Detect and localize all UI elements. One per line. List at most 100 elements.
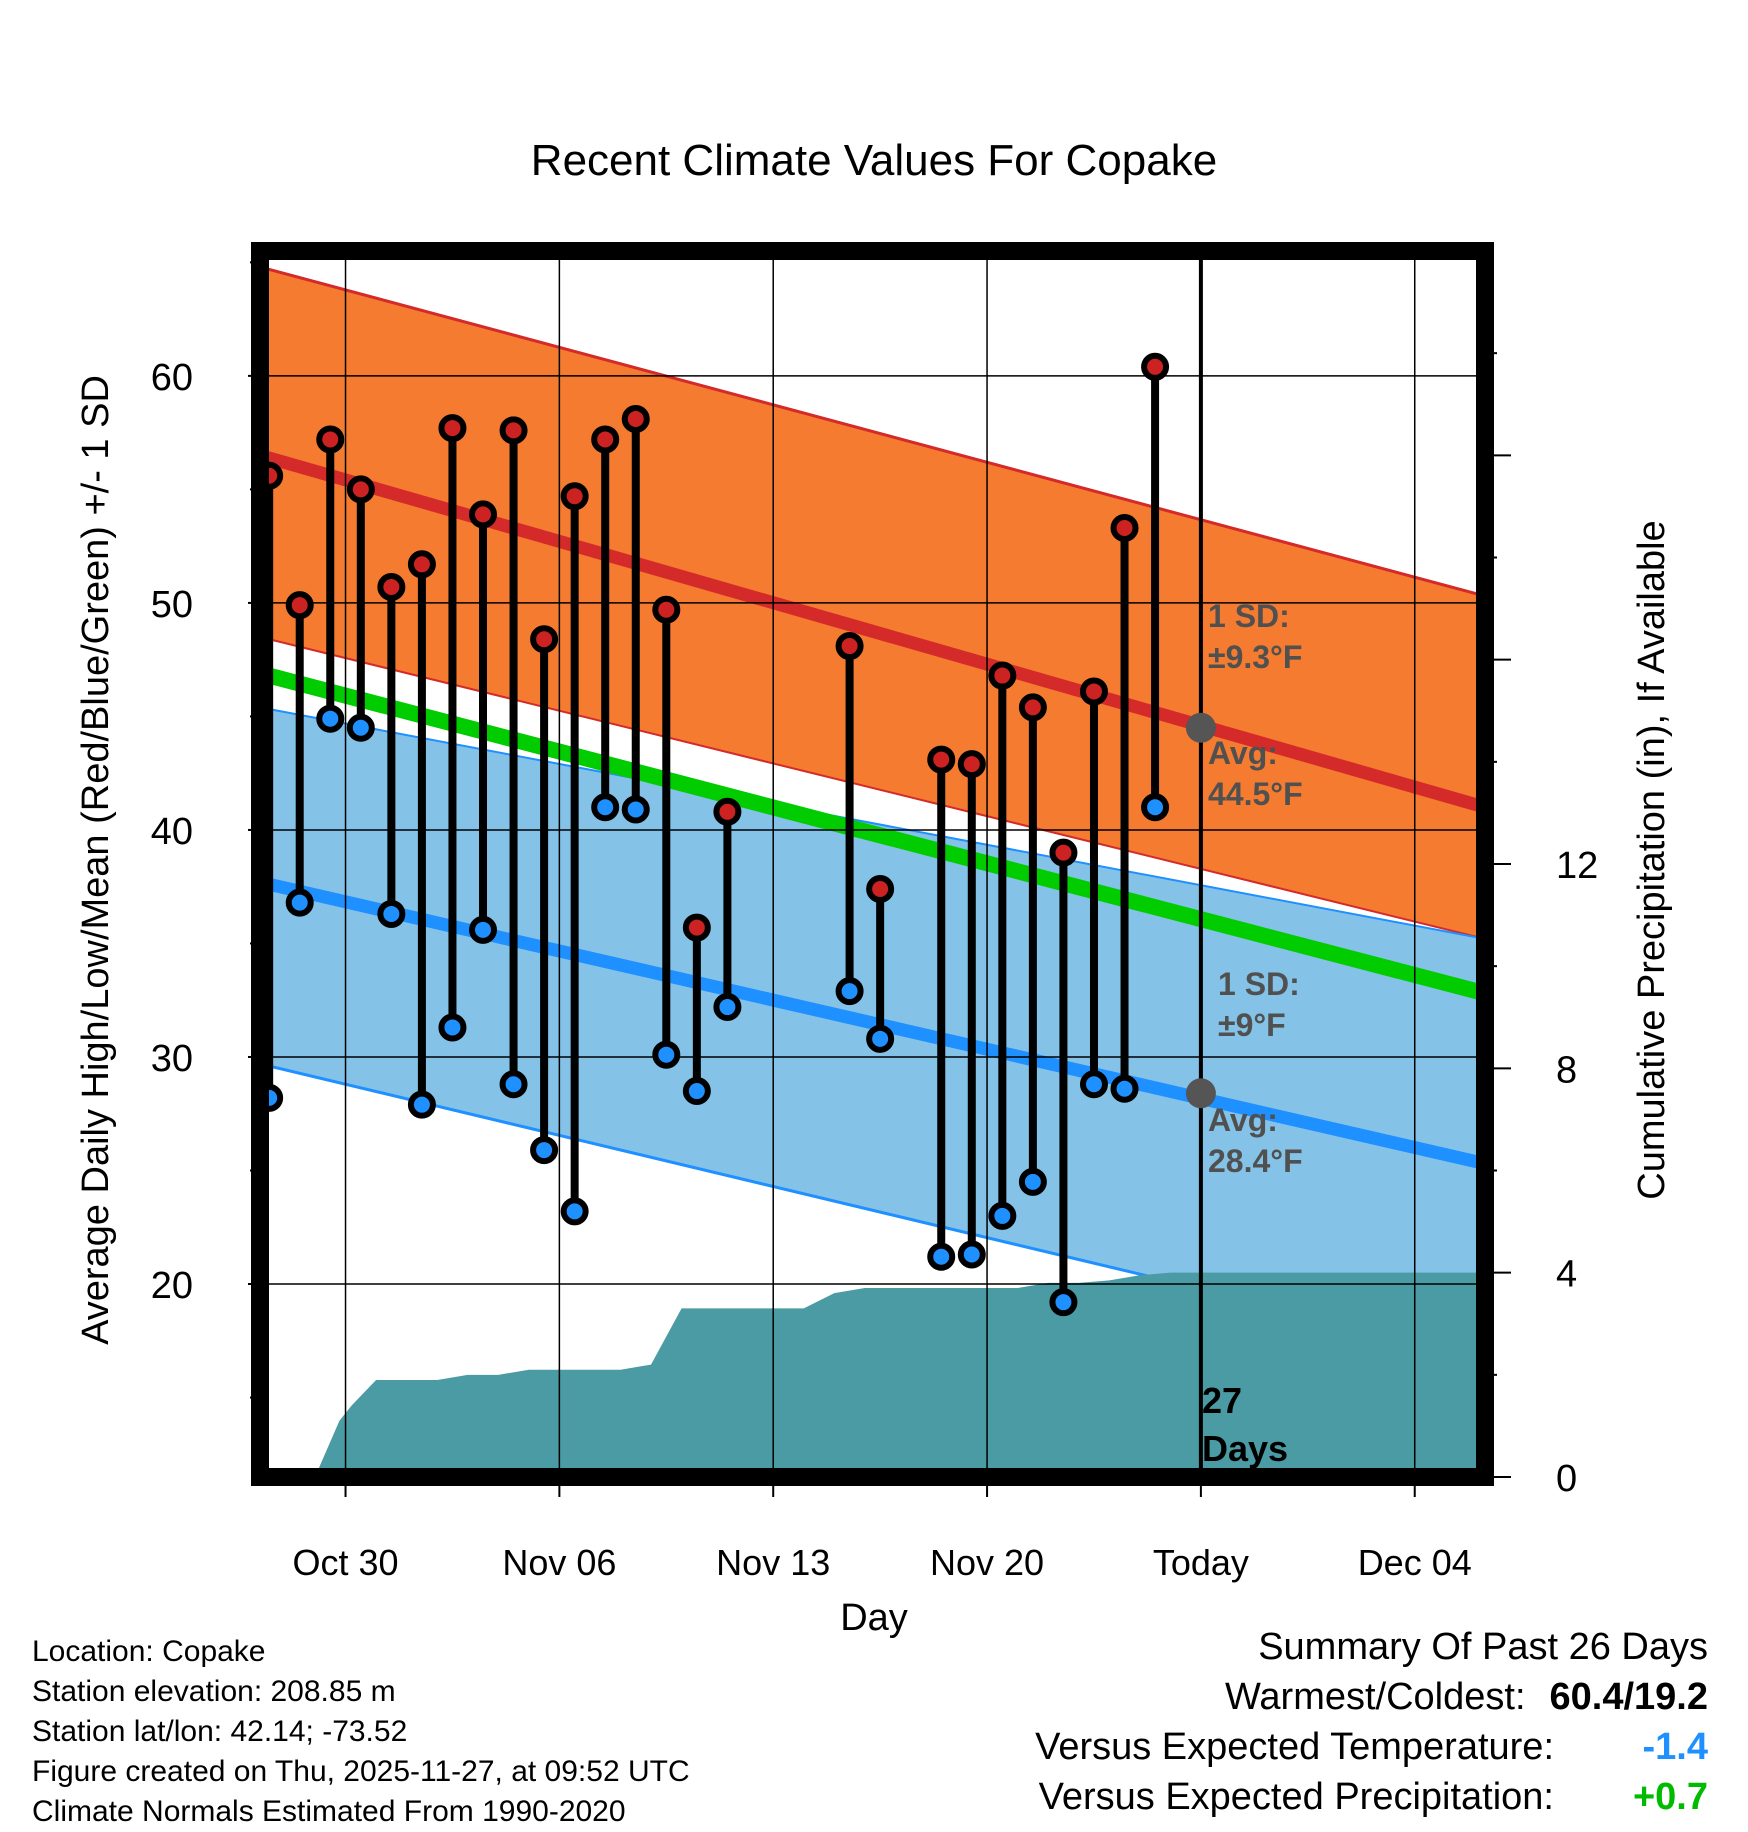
low-avg-value: 28.4°F: [1208, 1143, 1303, 1179]
low-avg-line: [260, 875, 1485, 1171]
obs-low-point: [1110, 1074, 1139, 1103]
precip-area: [284, 1272, 1485, 1477]
high-sd-value: ±9.3°F: [1208, 639, 1302, 675]
x-tick-label: Dec 04: [1358, 1542, 1472, 1583]
today-high-avg-marker: [1185, 712, 1216, 743]
obs-low-point: [530, 1136, 559, 1165]
normals-text: Climate Normals Estimated From 1990-2020: [32, 1795, 626, 1828]
high-avg-value: 44.5°F: [1208, 776, 1303, 812]
x-tick-label: Today: [1153, 1542, 1249, 1583]
x-axis-label: Day: [840, 1597, 908, 1639]
y2-tick-label: 4: [1556, 1254, 1577, 1296]
obs-low-point: [866, 1024, 895, 1053]
obs-low-point: [1018, 1167, 1047, 1196]
obs-high-point: [438, 414, 467, 443]
days-count: 27: [1202, 1380, 1242, 1421]
low-sd-title: 1 SD:: [1218, 966, 1300, 1002]
x-tick-label: Nov 06: [502, 1542, 616, 1583]
summary-warmest-row: Warmest/Coldest: 60.4/19.2: [1035, 1672, 1708, 1722]
obs-low-point: [652, 1040, 681, 1069]
obs-low-point: [988, 1201, 1017, 1230]
obs-high-point: [866, 874, 895, 903]
obs-high-point: [682, 913, 711, 942]
summary-panel: Summary Of Past 26 Days Warmest/Coldest:…: [1035, 1622, 1708, 1822]
y2-axis-ticks: 0 4 8 12: [1485, 352, 1598, 1500]
obs-high-point: [652, 595, 681, 624]
obs-low-point: [1141, 793, 1170, 822]
obs-high-point: [927, 745, 956, 774]
x-tick-label: Nov 13: [716, 1542, 830, 1583]
today-low-avg-marker: [1185, 1078, 1216, 1109]
obs-low-point: [835, 977, 864, 1006]
y-tick-label: 20: [151, 1265, 193, 1307]
y-tick-label: 40: [151, 811, 193, 853]
high-avg-title: Avg:: [1208, 735, 1278, 771]
obs-high-point: [1141, 352, 1170, 381]
temp-label: Versus Expected Temperature:: [1035, 1726, 1554, 1768]
summary-temp-row: Versus Expected Temperature: -1.4: [1035, 1722, 1708, 1772]
low-sd-upper-line: [260, 706, 1485, 940]
obs-low-point: [407, 1090, 436, 1119]
y-tick-label: 30: [151, 1038, 193, 1080]
obs-high-point: [957, 750, 986, 779]
obs-high-point: [407, 550, 436, 579]
obs-low-point: [957, 1240, 986, 1269]
obs-high-point: [1018, 693, 1047, 722]
obs-high-point: [377, 573, 406, 602]
obs-low-point: [713, 993, 742, 1022]
y-tick-label: 60: [151, 357, 193, 399]
obs-high-point: [560, 482, 589, 511]
latlon-text: Station lat/lon: 42.14; -73.52: [32, 1715, 408, 1748]
y2-tick-label: 12: [1556, 845, 1598, 887]
obs-low-point: [682, 1077, 711, 1106]
high-sd-lower-line: [260, 635, 1485, 940]
warmest-value: 60.4/19.2: [1549, 1676, 1708, 1718]
summary-title: Summary Of Past 26 Days: [1258, 1626, 1708, 1668]
obs-low-point: [560, 1197, 589, 1226]
obs-low-point: [1049, 1288, 1078, 1317]
y2-tick-label: 8: [1556, 1049, 1577, 1091]
obs-high-point: [1049, 838, 1078, 867]
x-axis-ticks: Oct 30 Nov 06 Nov 13 Nov 20 Today Dec 04: [293, 1477, 1472, 1583]
summary-precip-row: Versus Expected Precipitation: +0.7: [1035, 1772, 1708, 1822]
obs-high-point: [1079, 677, 1108, 706]
obs-high-point: [621, 405, 650, 434]
days-word: Days: [1202, 1428, 1288, 1469]
elevation-text: Station elevation: 208.85 m: [32, 1675, 396, 1708]
low-avg-title: Avg:: [1208, 1102, 1278, 1138]
low-sd-value: ±9°F: [1218, 1007, 1286, 1043]
high-sd-title: 1 SD:: [1208, 598, 1290, 634]
obs-high-point: [988, 661, 1017, 690]
obs-low-point: [469, 915, 498, 944]
obs-high-point: [285, 591, 314, 620]
chart-title: Recent Climate Values For Copake: [531, 136, 1217, 185]
high-avg-line: [260, 449, 1485, 814]
location-text: Location: Copake: [32, 1635, 266, 1668]
x-tick-label: Oct 30: [293, 1542, 399, 1583]
obs-low-point: [1079, 1070, 1108, 1099]
precip-label: Versus Expected Precipitation:: [1038, 1776, 1554, 1818]
x-tick-label: Nov 20: [930, 1542, 1044, 1583]
obs-low-point: [377, 899, 406, 928]
obs-high-point: [1110, 513, 1139, 542]
obs-low-point: [621, 795, 650, 824]
obs-low-point: [285, 888, 314, 917]
high-sd-upper-line: [260, 265, 1485, 598]
obs-high-point: [469, 500, 498, 529]
observations: [255, 352, 1170, 1317]
obs-low-point: [927, 1242, 956, 1271]
obs-low-point: [346, 713, 375, 742]
today-average-markers: [1185, 712, 1216, 1109]
obs-low-point: [499, 1070, 528, 1099]
obs-high-point: [346, 475, 375, 504]
warmest-label: Warmest/Coldest:: [1224, 1676, 1526, 1718]
y2-axis-label: Cumulative Precipitation (in), If Availa…: [1631, 520, 1673, 1199]
obs-low-point: [591, 793, 620, 822]
created-text: Figure created on Thu, 2025-11-27, at 09…: [32, 1755, 690, 1788]
obs-high-point: [713, 797, 742, 826]
station-info: Location: Copake Station elevation: 208.…: [32, 1632, 690, 1832]
y-axis-ticks: 20 30 40 50 60: [151, 261, 260, 1399]
precip-value: +0.7: [1632, 1776, 1708, 1818]
y2-tick-label: 0: [1556, 1458, 1577, 1500]
